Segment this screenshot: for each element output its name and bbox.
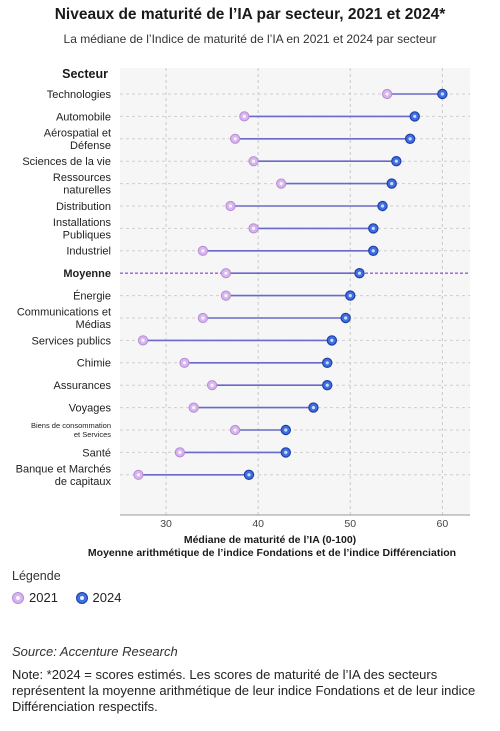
point-2021-center [136, 473, 141, 477]
point-2021-center [224, 294, 228, 298]
legend-title: Légende [12, 569, 61, 583]
category-label: Moyenne [63, 268, 111, 280]
x-axis-subtitle: Moyenne arithmétique de l’indice Fondati… [88, 547, 456, 559]
category-label: Santé [82, 447, 111, 459]
point-2024-center [408, 137, 412, 141]
legend-label-2024: 2024 [92, 590, 122, 605]
legend-swatch-2021 [12, 591, 24, 604]
category-label: Voyages [69, 402, 112, 414]
point-2021-center [233, 137, 237, 141]
category-label: Publiques [63, 230, 112, 242]
point-2024-center [325, 383, 329, 387]
chart-title: Niveaux de maturité de l’IA par secteur,… [54, 6, 446, 23]
category-label: Installations [53, 217, 112, 229]
dumbbell-chart: Secteur Technologies Automobile Aérospatial… [16, 67, 470, 559]
point-2024-center [284, 450, 288, 454]
point-2024-center [348, 294, 352, 298]
category-label: Communications et [17, 307, 111, 319]
category-label: Banque et Marchés [16, 463, 112, 475]
point-2021-center [141, 338, 145, 342]
x-tick-label: 60 [437, 518, 449, 530]
plot-area [120, 68, 470, 515]
point-2024-center [311, 406, 316, 410]
point-2024-center [357, 271, 362, 275]
category-label: Énergie [73, 289, 111, 302]
category-label: Automobile [56, 111, 111, 123]
point-2024-center [330, 338, 334, 342]
category-label: Ressources [53, 172, 112, 184]
category-label: Assurances [54, 380, 112, 392]
category-label: Aérospatial et [44, 127, 111, 139]
point-2024-center [380, 204, 385, 208]
point-2021-center [242, 114, 246, 118]
point-2021-center [192, 406, 196, 410]
point-2024-center [284, 428, 288, 432]
point-2021-center [228, 204, 233, 208]
point-2021-center [233, 428, 237, 432]
category-label: Services publics [32, 335, 112, 347]
legend-label-2021: 2021 [29, 590, 58, 605]
point-2021-center [251, 159, 256, 163]
category-label: Sciences de la vie [22, 156, 111, 168]
category-label: Défense [70, 140, 111, 152]
point-2024-center [413, 114, 417, 118]
point-2021-center [385, 92, 389, 96]
x-tick-label: 40 [252, 518, 264, 530]
point-2024-center [371, 249, 375, 253]
x-axis-title: Médiane de maturité de l’IA (0-100) [184, 534, 356, 546]
chart-subtitle: La médiane de l’Indice de maturité de l’… [63, 32, 437, 46]
category-label: Chimie [77, 358, 111, 370]
legend-swatch-2024 [75, 591, 88, 604]
point-2021-center [182, 361, 187, 365]
point-2021-center [210, 383, 214, 387]
category-label: Biens de consommation [31, 421, 111, 430]
category-label: et Services [74, 430, 111, 439]
point-2024-center [440, 92, 444, 96]
point-2024-center [247, 473, 251, 477]
category-label: Industriel [66, 246, 111, 258]
source-text: Source: Accenture Research [12, 644, 178, 659]
point-2021-center [251, 226, 256, 230]
y-axis-title: Secteur [62, 67, 108, 81]
legend-item-2021: 2021 [12, 590, 58, 605]
legend-item-2024: 2024 [75, 590, 122, 605]
point-2021-center [178, 450, 182, 454]
category-label: Médias [76, 319, 112, 331]
point-2024-center [344, 316, 348, 320]
point-2021-center [201, 316, 205, 320]
point-2024-center [371, 226, 375, 230]
point-2021-center [201, 249, 205, 253]
point-2021-center [224, 271, 228, 275]
category-label: naturelles [63, 185, 111, 197]
category-label: Technologies [47, 89, 112, 101]
note-text: Note: *2024 = scores estimés. Les scores… [12, 667, 476, 714]
category-label: de capitaux [55, 476, 112, 488]
point-2024-center [325, 361, 329, 365]
point-2024-center [390, 182, 394, 186]
point-2024-center [394, 159, 398, 163]
category-label: Distribution [56, 201, 111, 213]
x-tick-label: 30 [160, 518, 172, 530]
point-2021-center [279, 182, 283, 186]
x-tick-label: 50 [344, 518, 356, 530]
legend: 2021 2024 [12, 590, 135, 607]
